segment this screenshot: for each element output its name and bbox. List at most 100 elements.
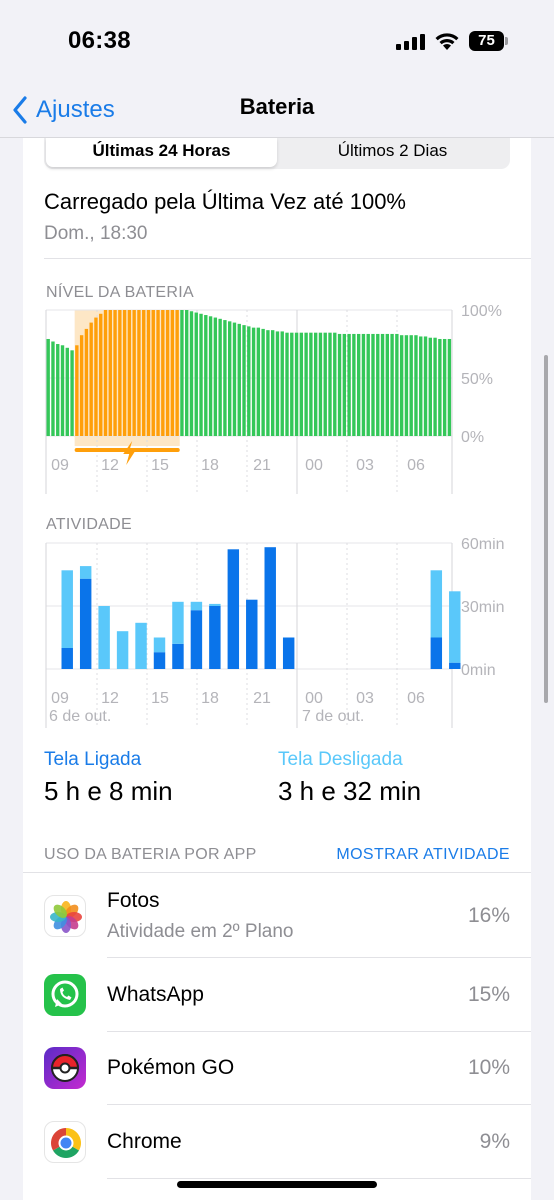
battery-level-bar (89, 322, 93, 436)
battery-level-bar (304, 332, 308, 436)
battery-level-bar (347, 333, 351, 436)
back-button[interactable]: Ajustes (12, 92, 115, 128)
app-name: WhatsApp (107, 983, 204, 1006)
battery-level-bar (237, 323, 241, 436)
photos-icon (44, 895, 86, 937)
battery-level-bar (447, 338, 452, 436)
activity-bar-screen-on (172, 643, 184, 669)
battery-level-bar (165, 310, 170, 436)
x-tick-label: 00 (305, 457, 323, 474)
x-tick-label: 12 (101, 690, 119, 707)
app-percent: 9% (479, 1130, 510, 1153)
activity-bar-screen-on (264, 547, 276, 669)
battery-level-bar (428, 337, 432, 436)
scroll-indicator[interactable] (544, 355, 548, 703)
battery-level-bar (204, 315, 208, 436)
battery-level-bar (99, 313, 103, 436)
app-row-chrome[interactable]: Chrome 9% (23, 1105, 531, 1179)
activity-bar-screen-off (135, 622, 147, 669)
segment-last-24-hours[interactable]: Últimas 24 Horas (46, 138, 277, 167)
app-name: Chrome (107, 1130, 182, 1153)
day-label: 6 de out. (49, 708, 111, 725)
battery-level-bar (352, 333, 356, 436)
battery-level-text: 75 (469, 31, 504, 51)
x-tick-label: 06 (407, 690, 425, 707)
screen-off-label: Tela Desligada (278, 749, 403, 770)
battery-level-bar (79, 335, 84, 436)
battery-level-bar (127, 310, 132, 436)
battery-level-bar (94, 317, 98, 436)
battery-level-bar (199, 313, 203, 436)
battery-level-bar (385, 333, 390, 436)
battery-level-bar (223, 320, 227, 436)
y-tick-label: 50% (461, 371, 493, 388)
app-row-fotos[interactable]: Fotos Atividade em 2º Plano 16% (23, 873, 531, 958)
battery-card: Últimas 24 Horas Últimos 2 Dias Carregad… (23, 138, 531, 1200)
app-name: Pokémon GO (107, 1056, 235, 1079)
x-tick-label: 00 (305, 690, 323, 707)
battery-level-bar (275, 331, 280, 436)
battery-level-bar (161, 310, 165, 436)
activity-bar-screen-on (153, 652, 166, 669)
battery-level-bar (228, 321, 232, 436)
battery-level-bar (194, 312, 198, 436)
activity-bar-screen-on (449, 662, 461, 669)
battery-level-chart: 100% 50% 0% 09 12 15 18 21 00 03 06 (23, 304, 531, 494)
y-tick-label: 0min (461, 662, 496, 679)
pokemon-go-icon (44, 1047, 86, 1089)
y-tick-label: 100% (461, 304, 502, 320)
battery-level-bar (242, 325, 246, 436)
activity-bar-screen-off (153, 637, 166, 653)
battery-level-bar (395, 333, 399, 436)
battery-level-bar (247, 326, 251, 436)
x-tick-label: 06 (407, 457, 425, 474)
battery-level-bar (419, 336, 423, 436)
battery-level-bar (366, 333, 370, 436)
activity-bar-screen-on (246, 599, 258, 669)
home-indicator[interactable] (177, 1181, 377, 1188)
activity-bar-screen-off (430, 570, 443, 638)
x-tick-label: 09 (51, 690, 69, 707)
activity-chart: 60min 30min 0min 09 12 15 18 21 00 03 06 6 de out. 7… (23, 538, 531, 728)
divider (23, 872, 531, 873)
activity-bar-screen-on (79, 578, 92, 669)
battery-level-bar (122, 310, 127, 436)
battery-level-bar (75, 345, 79, 436)
battery-level-bar (180, 310, 184, 436)
segment-last-2-days[interactable]: Últimos 2 Dias (337, 141, 448, 160)
battery-level-bar (261, 328, 265, 436)
battery-level-bar (266, 330, 270, 436)
battery-level-bar (414, 335, 418, 436)
app-row-whatsapp[interactable]: WhatsApp 15% (23, 958, 531, 1032)
battery-level-bar (60, 345, 65, 436)
battery-level-bar (170, 310, 175, 436)
activity-bar-screen-off (190, 601, 203, 611)
battery-level-chart-svg: 100% 50% 0% 09 12 15 18 21 00 03 06 (45, 304, 502, 494)
status-time: 06:38 (68, 27, 131, 54)
battery-level-bar (380, 333, 385, 436)
divider (107, 957, 531, 958)
activity-bar-screen-off (61, 570, 73, 648)
x-tick-label: 21 (253, 690, 271, 707)
status-bar: 06:38 75 (0, 0, 554, 84)
x-tick-label: 15 (151, 690, 169, 707)
page-title: Bateria (239, 94, 315, 119)
battery-level-bar (232, 322, 237, 436)
app-name: Fotos (107, 889, 160, 912)
battery-level-bar (256, 327, 261, 436)
battery-level-bar (328, 332, 332, 436)
app-percent: 15% (467, 983, 510, 1006)
divider (107, 1104, 531, 1105)
activity-bar-screen-on (282, 637, 295, 669)
show-activity-button[interactable]: MOSTRAR ATIVIDADE (336, 846, 510, 863)
activity-label: ATIVIDADE (46, 516, 132, 533)
screen-off-value: 3 h e 32 min (278, 776, 422, 806)
battery-level-bar (333, 332, 337, 436)
battery-level-bar (433, 337, 437, 436)
battery-level-bar (65, 347, 69, 436)
battery-level-bar (142, 310, 146, 436)
x-tick-label: 03 (356, 690, 374, 707)
battery-level-bar (56, 344, 60, 436)
battery-level-bar (51, 341, 55, 436)
app-row-pokemon-go[interactable]: Pokémon GO 10% (23, 1032, 531, 1105)
